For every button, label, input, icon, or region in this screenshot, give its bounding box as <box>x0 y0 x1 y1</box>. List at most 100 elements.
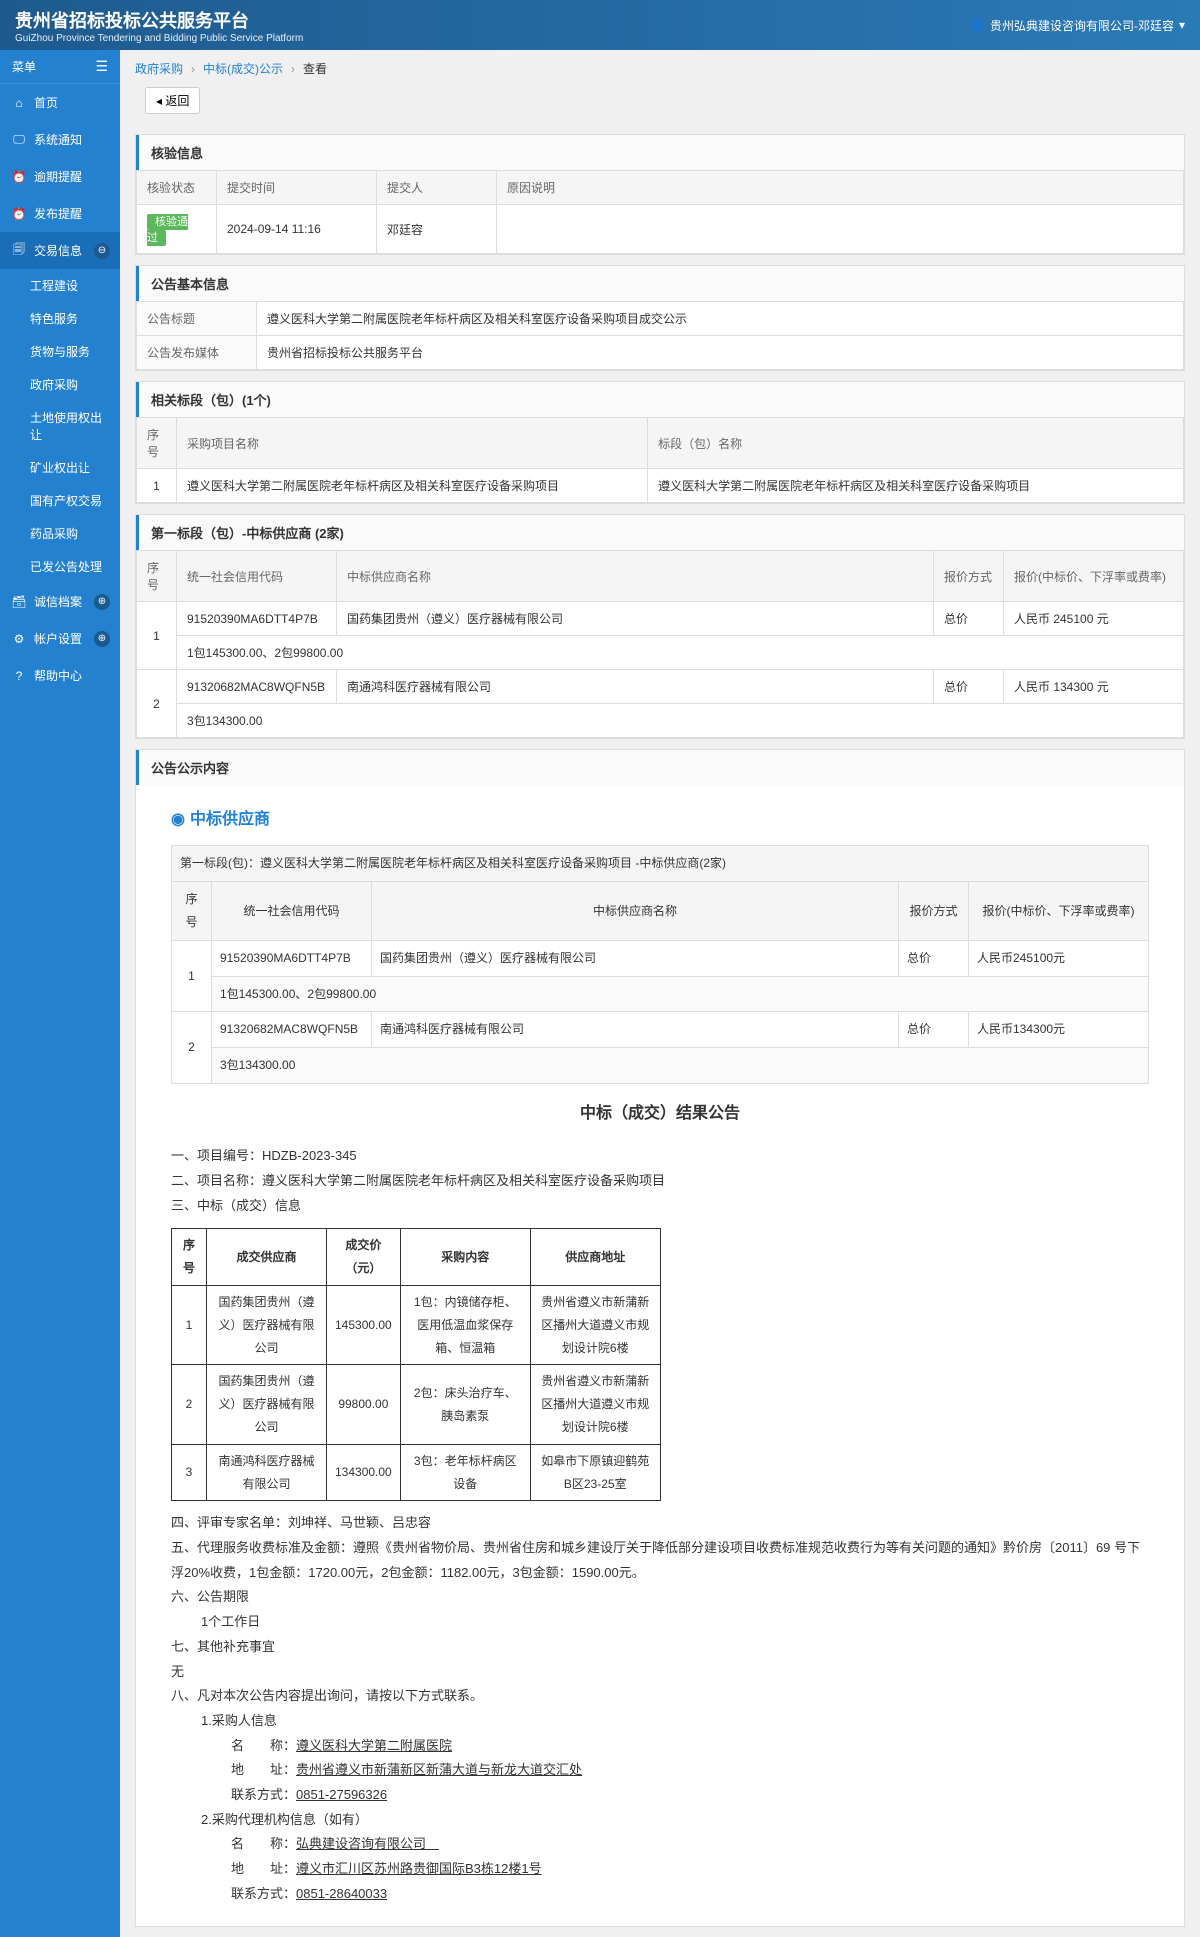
back-button[interactable]: ◂ 返回 <box>145 87 200 114</box>
verify-section: 核验信息 核验状态 提交时间 提交人 原因说明 核验通过 2024-09-14 … <box>135 134 1185 255</box>
sidebar-item-publish[interactable]: ⏰发布提醒 <box>0 195 120 232</box>
content-section: 公告公示内容 ◉中标供应商 第一标段(包)：遵义医科大学第二附属医院老年标杆病区… <box>135 749 1185 1927</box>
sidebar-item-account[interactable]: ⚙帐户设置⊕ <box>0 620 120 657</box>
buyer-addr-link[interactable]: 贵州省遵义市新蒲新区新蒲大道与新龙大道交汇处 <box>296 1762 582 1777</box>
th: 中标供应商名称 <box>372 882 899 941</box>
p: 1.采购人信息 <box>171 1709 1149 1734</box>
p: 2.采购代理机构信息（如有） <box>171 1808 1149 1833</box>
sub-item-state[interactable]: 国有产权交易 <box>0 484 120 517</box>
table-row: 2 91320682MAC8WQFN5B 南通鸿科医疗器械有限公司 总价 人民币… <box>172 1012 1149 1048</box>
td: 总价 <box>934 670 1004 704</box>
monitor-icon: 🖵 <box>12 133 26 147</box>
td: 总价 <box>934 602 1004 636</box>
sidebar-item-help[interactable]: ?帮助中心 <box>0 657 120 694</box>
p: 联系方式：0851-28640033 <box>171 1882 1149 1907</box>
breadcrumb-link[interactable]: 中标(成交)公示 <box>203 60 283 77</box>
th: 统一社会信用代码 <box>177 551 337 602</box>
agent-addr-link[interactable]: 遵义市汇川区苏州路贵御国际B3栋12楼1号 <box>296 1861 542 1876</box>
winners-section: 第一标段（包）-中标供应商 (2家) 序号 统一社会信用代码 中标供应商名称 报… <box>135 514 1185 739</box>
sub-item-engineering[interactable]: 工程建设 <box>0 269 120 302</box>
sub-item-processed[interactable]: 已发公告处理 <box>0 550 120 583</box>
doc-icon: 🗐 <box>12 244 26 258</box>
table-row: 1包145300.00、2包99800.00 <box>137 636 1184 670</box>
th: 序号 <box>137 551 177 602</box>
table-row: 2国药集团贵州（遵义）医疗器械有限公司99800.002包：床头治疗车、胰岛素泵… <box>172 1365 661 1444</box>
sub-item-goods[interactable]: 货物与服务 <box>0 335 120 368</box>
supplier-title: ◉中标供应商 <box>171 805 1149 835</box>
status-badge: 核验通过 <box>147 214 188 246</box>
sidebar-item-notice[interactable]: 🖵系统通知 <box>0 121 120 158</box>
th: 提交时间 <box>217 171 377 205</box>
sidebar-item-integrity[interactable]: 🗃诚信档案⊕ <box>0 583 120 620</box>
td: 核验通过 <box>137 205 217 254</box>
p: 1个工作日 <box>171 1610 1149 1635</box>
th: 原因说明 <box>497 171 1184 205</box>
expand-icon: ⊕ <box>94 594 110 610</box>
td: 91320682MAC8WQFN5B <box>177 670 337 704</box>
inner-supplier-table: 第一标段(包)：遵义医科大学第二附属医院老年标杆病区及相关科室医疗设备采购项目 … <box>171 845 1149 1084</box>
p: 八、凡对本次公告内容提出询问，请按以下方式联系。 <box>171 1684 1149 1709</box>
agent-name-link[interactable]: 弘典建设咨询有限公司 <box>296 1836 439 1851</box>
menu-toggle-icon[interactable]: ☰ <box>95 58 108 75</box>
breadcrumb: 政府采购 › 中标(成交)公示 › 查看 <box>120 50 1200 87</box>
td: 2 <box>172 1012 212 1084</box>
td: 3包134300.00 <box>212 1048 1149 1084</box>
td: 总价 <box>899 940 969 976</box>
basic-section: 公告基本信息 公告标题遵义医科大学第二附属医院老年标杆病区及相关科室医疗设备采购… <box>135 265 1185 371</box>
buyer-name-link[interactable]: 遵义医科大学第二附属医院 <box>296 1738 452 1753</box>
circle-icon: ◉ <box>171 805 185 835</box>
header-title: 贵州省招标投标公共服务平台 <box>15 7 303 33</box>
breadcrumb-link[interactable]: 政府采购 <box>135 60 183 77</box>
sub-item-mining[interactable]: 矿业权出让 <box>0 451 120 484</box>
table-row: 1 91520390MA6DTT4P7B 国药集团贵州（遵义）医疗器械有限公司 … <box>172 940 1149 976</box>
td: 人民币134300元 <box>969 1012 1149 1048</box>
table-row: 1 遵义医科大学第二附属医院老年标杆病区及相关科室医疗设备采购项目 遵义医科大学… <box>137 469 1184 503</box>
table-row: 3包134300.00 <box>137 704 1184 738</box>
th: 标段（包）名称 <box>648 418 1184 469</box>
th: 序号 <box>172 1229 207 1286</box>
sub-item-land[interactable]: 土地使用权出让 <box>0 401 120 451</box>
packages-section: 相关标段（包）(1个) 序号 采购项目名称 标段（包）名称 1 遵义医科大学第二… <box>135 381 1185 504</box>
td: 人民币245100元 <box>969 940 1149 976</box>
td: 人民币 245100 元 <box>1004 602 1184 636</box>
th: 序号 <box>137 418 177 469</box>
sidebar-menu-header: 菜单 ☰ <box>0 50 120 84</box>
th: 采购内容 <box>400 1229 530 1286</box>
sidebar-item-home[interactable]: ⌂首页 <box>0 84 120 121</box>
table-row: 2 91320682MAC8WQFN5B 南通鸿科医疗器械有限公司 总价 人民币… <box>137 670 1184 704</box>
td: 总价 <box>899 1012 969 1048</box>
td: 2024-09-14 11:16 <box>217 205 377 254</box>
chevron-down-icon: ▾ <box>1179 18 1185 32</box>
buyer-tel-link[interactable]: 0851-27596326 <box>296 1787 387 1802</box>
breadcrumb-sep: › <box>191 62 195 76</box>
table-row: 1国药集团贵州（遵义）医疗器械有限公司145300.001包：内镜储存柜、医用低… <box>172 1286 661 1365</box>
sidebar-item-trade[interactable]: 🗐交易信息⊖ <box>0 232 120 269</box>
p: 无 <box>171 1660 1149 1685</box>
sub-item-special[interactable]: 特色服务 <box>0 302 120 335</box>
td: 遵义医科大学第二附属医院老年标杆病区及相关科室医疗设备采购项目 <box>177 469 648 503</box>
th: 报价方式 <box>934 551 1004 602</box>
table-row: 3南通鸿科医疗器械有限公司134300.003包：老年标杆病区设备如皋市下原镇迎… <box>172 1444 661 1501</box>
breadcrumb-sep: › <box>291 62 295 76</box>
sidebar-item-overdue[interactable]: ⏰逾期提醒 <box>0 158 120 195</box>
sub-item-drug[interactable]: 药品采购 <box>0 517 120 550</box>
header-user[interactable]: 👤 贵州弘典建设咨询有限公司-邓廷容 ▾ <box>970 17 1185 34</box>
th: 提交人 <box>377 171 497 205</box>
th: 序号 <box>172 882 212 941</box>
winners-table: 序号 统一社会信用代码 中标供应商名称 报价方式 报价(中标价、下浮率或费率) … <box>136 550 1184 738</box>
td: 遵义医科大学第二附属医院老年标杆病区及相关科室医疗设备采购项目 <box>648 469 1184 503</box>
alarm-icon: ⏰ <box>12 170 26 184</box>
table-row: 1包145300.00、2包99800.00 <box>172 976 1149 1012</box>
td: 1包145300.00、2包99800.00 <box>177 636 1184 670</box>
th: 供应商地址 <box>530 1229 660 1286</box>
td: 1包145300.00、2包99800.00 <box>212 976 1149 1012</box>
value: 遵义医科大学第二附属医院老年标杆病区及相关科室医疗设备采购项目成交公示 <box>257 302 1184 336</box>
sidebar: 菜单 ☰ ⌂首页 🖵系统通知 ⏰逾期提醒 ⏰发布提醒 🗐交易信息⊖ 工程建设 特… <box>0 50 120 1937</box>
user-name: 贵州弘典建设咨询有限公司-邓廷容 <box>990 17 1174 34</box>
card-icon: 🗃 <box>12 595 26 609</box>
th: 中标供应商名称 <box>337 551 934 602</box>
agent-tel-link[interactable]: 0851-28640033 <box>296 1886 387 1901</box>
td: 91320682MAC8WQFN5B <box>212 1012 372 1048</box>
sub-item-gov[interactable]: 政府采购 <box>0 368 120 401</box>
header-brand: 贵州省招标投标公共服务平台 GuiZhou Province Tendering… <box>15 7 303 44</box>
